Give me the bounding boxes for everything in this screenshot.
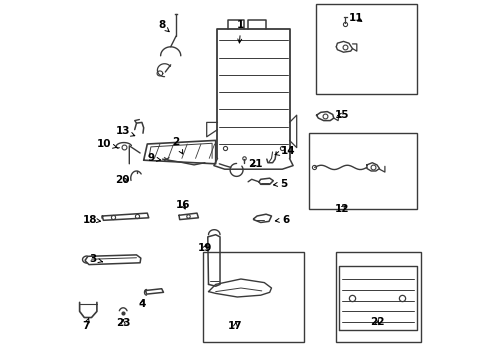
Text: 14: 14 — [274, 146, 294, 156]
Text: 23: 23 — [116, 318, 130, 328]
Text: 9: 9 — [147, 153, 161, 163]
Bar — [203, 252, 303, 342]
Text: 21: 21 — [247, 159, 262, 169]
Text: 4: 4 — [138, 299, 145, 309]
Text: 7: 7 — [82, 318, 90, 331]
Text: 10: 10 — [97, 139, 117, 149]
Text: 3: 3 — [89, 254, 102, 264]
Text: 2: 2 — [172, 137, 183, 154]
Text: 20: 20 — [115, 175, 130, 185]
Text: 22: 22 — [370, 317, 384, 327]
Bar — [316, 4, 416, 94]
Bar — [336, 252, 420, 342]
Text: 16: 16 — [176, 200, 190, 210]
Bar — [309, 133, 416, 209]
Text: 12: 12 — [334, 204, 348, 214]
Text: 15: 15 — [334, 110, 348, 120]
Text: 1: 1 — [237, 20, 244, 43]
Text: 8: 8 — [158, 20, 169, 32]
Text: 17: 17 — [228, 321, 243, 331]
Text: 11: 11 — [348, 13, 363, 23]
Text: 18: 18 — [82, 215, 101, 225]
Text: 6: 6 — [275, 215, 289, 225]
Text: 5: 5 — [273, 179, 287, 189]
Text: 19: 19 — [197, 243, 212, 253]
Text: 13: 13 — [116, 126, 135, 136]
